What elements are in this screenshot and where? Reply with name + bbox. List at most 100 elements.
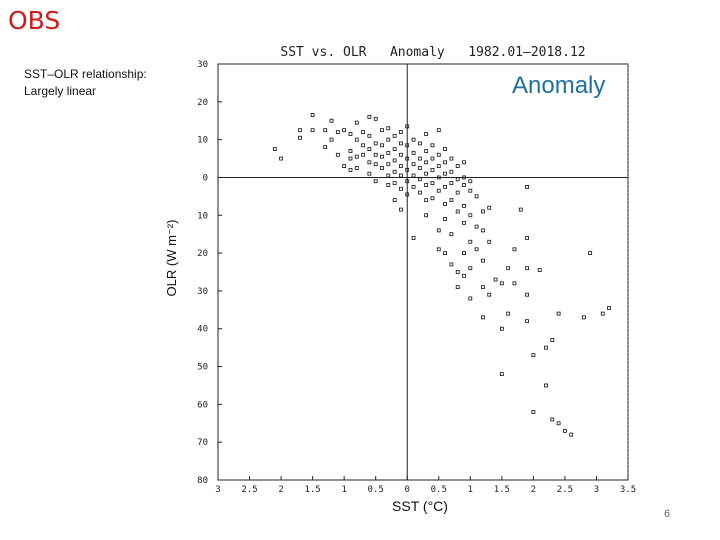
data-point: [367, 133, 372, 138]
data-point: [436, 247, 441, 252]
slide-title: OBS: [8, 6, 61, 35]
data-point: [361, 152, 365, 157]
x-tick-label: 1.5: [304, 485, 320, 495]
data-point: [348, 132, 353, 136]
data-point: [462, 160, 466, 165]
data-point: [512, 281, 517, 286]
data-point: [399, 141, 403, 146]
data-point: [424, 160, 429, 165]
data-point: [525, 292, 529, 297]
y-tick-label: 0: [203, 173, 208, 183]
data-point: [424, 171, 429, 176]
data-point: [462, 251, 466, 255]
data-point: [417, 190, 422, 195]
annotation-line-1: SST–OLR relationship:: [24, 67, 147, 81]
data-point: [380, 154, 384, 159]
data-point: [481, 285, 485, 290]
data-point: [563, 428, 567, 433]
data-point: [348, 149, 353, 153]
data-point: [348, 167, 353, 172]
data-point: [455, 209, 460, 214]
plot-frame: [217, 63, 629, 481]
y-tick-label: 60: [197, 400, 208, 410]
data-point: [323, 145, 328, 150]
data-point: [449, 198, 454, 203]
data-point: [386, 137, 391, 142]
data-point: [405, 167, 410, 172]
data-point: [411, 162, 416, 167]
data-point: [354, 166, 359, 170]
x-tick-label: 0.5: [431, 485, 447, 495]
data-point: [392, 181, 397, 186]
anomaly-label: Anomaly: [512, 72, 606, 99]
data-point: [443, 202, 447, 206]
y-tick-label: 10: [197, 211, 208, 221]
data-point: [436, 128, 441, 133]
data-point: [348, 156, 353, 161]
data-point: [462, 175, 466, 180]
data-point: [417, 166, 422, 170]
data-point: [506, 266, 511, 271]
data-point: [380, 128, 384, 133]
data-point: [487, 292, 492, 297]
data-point: [499, 372, 504, 377]
y-tick-label: 80: [197, 476, 208, 486]
data-point: [386, 173, 391, 178]
data-point: [424, 132, 429, 136]
data-point: [455, 270, 460, 274]
data-point: [411, 137, 416, 142]
data-point: [462, 183, 466, 187]
data-point: [399, 152, 403, 157]
data-point: [373, 179, 378, 184]
data-point: [468, 239, 473, 244]
data-point: [367, 115, 372, 119]
data-point: [411, 173, 416, 178]
data-point: [424, 198, 429, 203]
data-point: [499, 281, 504, 286]
data-point: [487, 205, 492, 210]
data-point: [367, 160, 372, 165]
data-point: [392, 147, 397, 151]
data-point: [525, 319, 529, 324]
x-tick-label: 1: [468, 485, 473, 495]
y-axis-label: OLR (W m⁻²): [164, 219, 179, 297]
x-tick-label: 2.5: [241, 485, 257, 495]
data-point: [468, 296, 473, 301]
data-point: [392, 133, 397, 138]
data-point: [361, 130, 365, 134]
data-point: [329, 137, 334, 142]
data-point: [518, 207, 523, 212]
data-point: [323, 128, 328, 133]
data-point: [481, 258, 485, 263]
data-point: [544, 383, 548, 388]
data-point: [443, 147, 447, 151]
data-point: [373, 152, 378, 157]
data-point: [342, 164, 347, 169]
data-point: [424, 149, 429, 153]
data-point: [354, 154, 359, 159]
y-tick-label: 30: [197, 287, 208, 297]
y-tick-label: 20: [197, 98, 208, 108]
data-point: [411, 185, 416, 189]
data-point: [373, 141, 378, 146]
data-point: [373, 116, 378, 121]
data-point: [411, 236, 416, 240]
data-point: [392, 158, 397, 163]
x-tick-label: 3.5: [620, 485, 636, 495]
x-tick-label: 2: [531, 485, 536, 495]
data-point: [424, 183, 429, 187]
x-axis-label: SST (°C): [392, 498, 448, 514]
data-point: [449, 169, 454, 174]
data-point: [399, 173, 403, 178]
data-point: [430, 167, 435, 172]
data-point: [462, 203, 466, 208]
chart-title: SST vs. OLR Anomaly 1982.01–2018.12: [280, 45, 585, 60]
data-point: [430, 181, 435, 186]
page-number: 6: [664, 508, 671, 520]
data-point: [399, 130, 403, 134]
x-tick-label: 1: [341, 485, 346, 495]
x-tick-label: 2: [278, 485, 283, 495]
data-point: [417, 141, 422, 146]
y-tick-label: 30: [197, 60, 208, 70]
data-point: [417, 156, 422, 161]
